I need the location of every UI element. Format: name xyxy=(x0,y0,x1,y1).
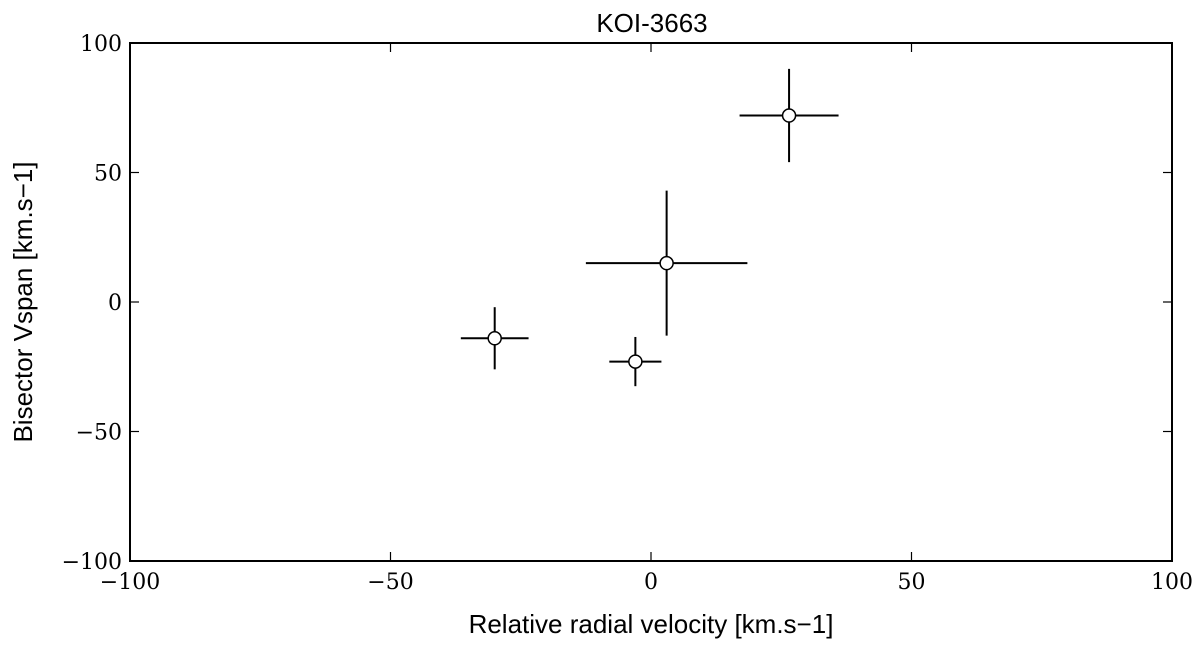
chart-title: KOI-3663 xyxy=(596,8,707,38)
y-tick-label: 0 xyxy=(108,291,122,316)
x-tick-label: −100 xyxy=(100,570,160,595)
data-point xyxy=(659,255,674,271)
data-points xyxy=(487,108,797,369)
y-tick-label: 50 xyxy=(94,162,122,187)
y-tick-label: 100 xyxy=(80,32,122,57)
data-point xyxy=(487,331,502,346)
data-point xyxy=(628,354,643,369)
y-axis-label: Bisector Vspan [km.s−1] xyxy=(8,161,38,442)
x-tick-label: 0 xyxy=(644,570,658,595)
x-tick-label: −50 xyxy=(367,570,413,595)
x-tick-label: 100 xyxy=(1151,570,1193,595)
y-tick-label: −100 xyxy=(62,550,122,575)
x-axis-label: Relative radial velocity [km.s−1] xyxy=(469,609,834,639)
plot-frame xyxy=(129,42,1173,562)
y-tick-label: −50 xyxy=(76,421,122,446)
data-point xyxy=(781,108,797,123)
x-tick-label: 50 xyxy=(898,570,926,595)
axis-ticks: −100 −50 0 50 100 −100 −50 0 50 100 xyxy=(62,32,1193,595)
